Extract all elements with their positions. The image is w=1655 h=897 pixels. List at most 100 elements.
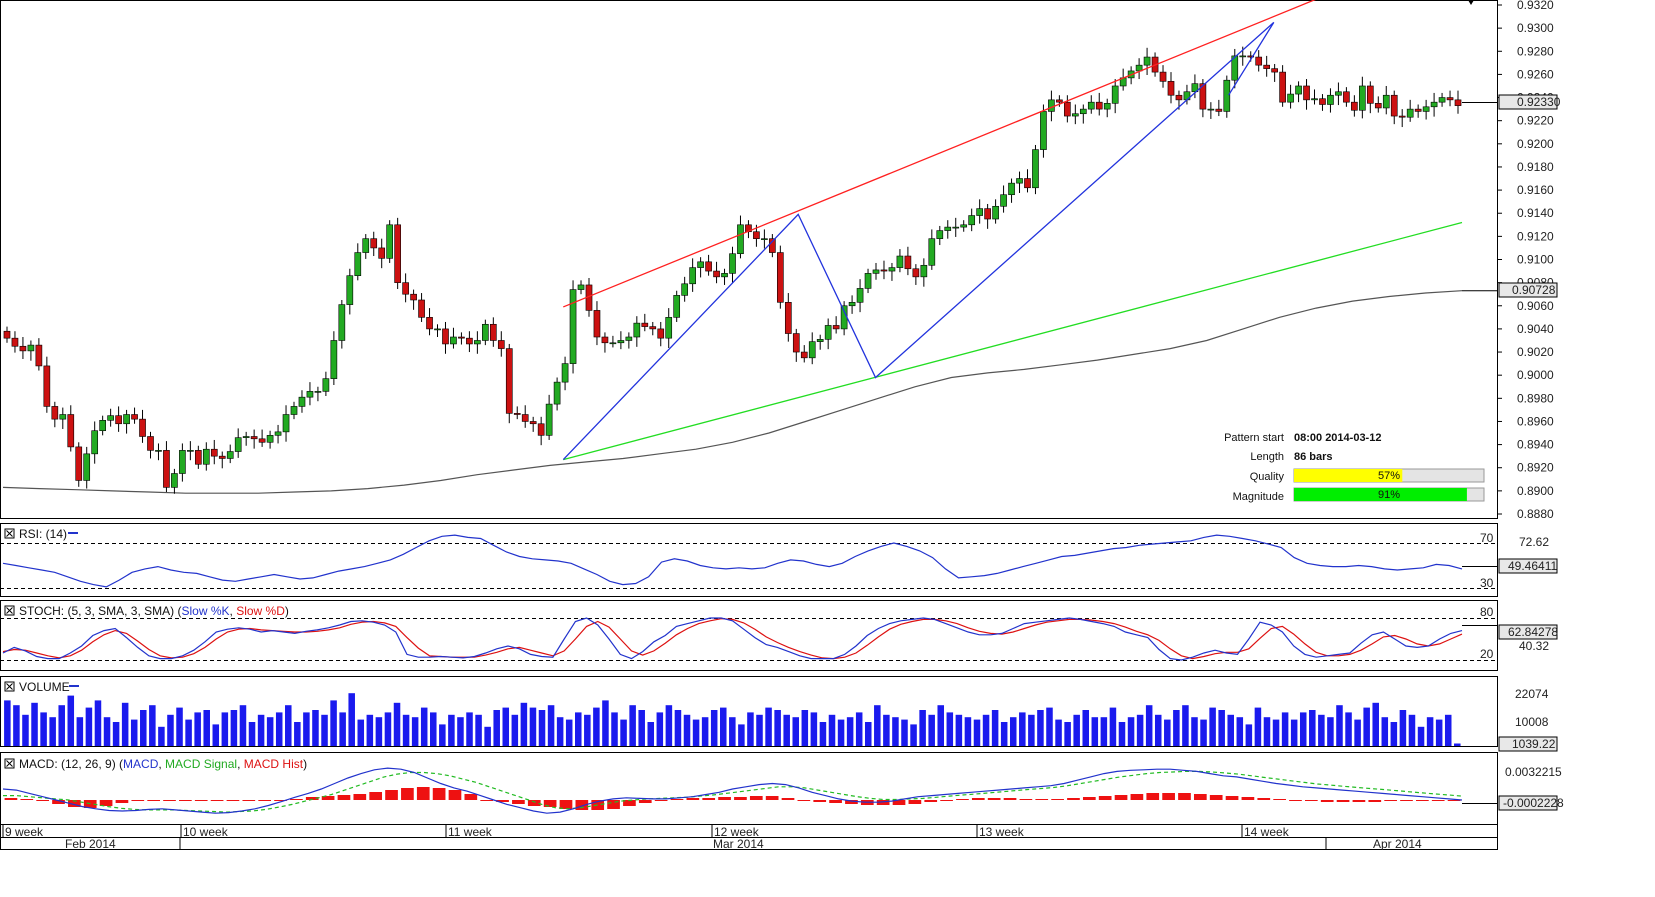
candle bbox=[370, 231, 378, 257]
volume-bar bbox=[430, 712, 437, 746]
candle bbox=[179, 443, 186, 482]
rsi-level-30: 30 bbox=[1480, 576, 1494, 590]
quality-bar-fill bbox=[1294, 469, 1403, 482]
volume-header: VOLUME bbox=[4, 680, 79, 694]
candle bbox=[689, 258, 696, 292]
week-label: 12 week bbox=[714, 825, 760, 839]
candle bbox=[314, 386, 322, 402]
macd-hist-bar bbox=[1431, 800, 1445, 801]
macd-panel bbox=[0, 752, 1498, 825]
candle bbox=[195, 445, 202, 469]
candle bbox=[1143, 47, 1151, 75]
volume-bar bbox=[665, 705, 673, 746]
candle bbox=[83, 446, 91, 489]
price-tick: 0.8980 bbox=[1517, 391, 1554, 405]
magnitude-bar-fill bbox=[1294, 488, 1467, 501]
candle bbox=[1095, 92, 1103, 116]
volume-bar bbox=[1254, 707, 1262, 746]
volume-bar bbox=[901, 719, 908, 746]
volume-bar bbox=[783, 714, 790, 746]
macd-hist-bar bbox=[1082, 797, 1096, 800]
volume-bar bbox=[194, 712, 201, 746]
candle bbox=[721, 268, 728, 285]
volume-bar bbox=[575, 712, 582, 746]
candle bbox=[1454, 90, 1462, 114]
volume-bar bbox=[520, 702, 528, 746]
macd-hist-bar bbox=[829, 800, 842, 803]
volume-bar bbox=[330, 700, 337, 746]
volume-bar bbox=[964, 717, 972, 746]
candle bbox=[1351, 95, 1358, 117]
candle bbox=[1191, 74, 1199, 99]
volume-bar bbox=[937, 705, 945, 746]
month-label: Mar 2014 bbox=[713, 837, 764, 850]
candle bbox=[593, 301, 601, 346]
candle bbox=[928, 229, 936, 270]
candle bbox=[234, 428, 242, 458]
candle bbox=[641, 313, 649, 332]
candle bbox=[1079, 104, 1087, 124]
volume-bar bbox=[629, 705, 636, 746]
candle bbox=[1343, 87, 1350, 107]
candle bbox=[920, 258, 928, 287]
month-label: Apr 2014 bbox=[1373, 837, 1422, 850]
macd-hist-bar bbox=[1352, 800, 1366, 802]
macd-hist-bar bbox=[987, 798, 1001, 800]
macd-hist-bar bbox=[607, 800, 620, 809]
candle bbox=[115, 406, 122, 432]
volume-bar bbox=[928, 714, 935, 746]
collapse-icon[interactable] bbox=[1468, 0, 1474, 5]
candle bbox=[258, 429, 266, 447]
candle bbox=[904, 246, 912, 276]
macd-hist-bar bbox=[1384, 800, 1397, 801]
volume-bar bbox=[1046, 707, 1053, 746]
candle bbox=[800, 345, 808, 363]
macd-hist-bar bbox=[1146, 793, 1160, 800]
volume-bar bbox=[212, 724, 220, 746]
candle bbox=[1032, 144, 1039, 195]
candle bbox=[474, 331, 481, 354]
volume-bar bbox=[4, 700, 11, 746]
macd-hist-bar bbox=[670, 799, 684, 800]
pattern-lines bbox=[562, 0, 1463, 461]
volume-bar bbox=[846, 717, 854, 746]
price-tick: 0.8900 bbox=[1517, 484, 1554, 498]
volume-bar bbox=[439, 724, 446, 746]
candle bbox=[705, 254, 712, 276]
macd-hist-bar bbox=[337, 795, 351, 800]
candle bbox=[1279, 65, 1286, 107]
candle bbox=[561, 356, 569, 391]
volume-bar bbox=[910, 724, 917, 746]
candle bbox=[1422, 99, 1430, 120]
macd-hist-bar bbox=[1162, 793, 1175, 800]
macd-tick: 0.0032215 bbox=[1505, 765, 1562, 779]
macd-hist-bar bbox=[52, 800, 65, 804]
macd-hist-bar bbox=[1400, 800, 1413, 801]
support-line bbox=[563, 221, 1463, 461]
time-axis-labels: 9 week 10 week 11 week 12 week 13 week 14 wee… bbox=[2, 825, 1422, 850]
sma-value: 0.90728 bbox=[1512, 283, 1556, 297]
candle bbox=[617, 331, 625, 350]
volume-bar bbox=[76, 717, 84, 746]
candle bbox=[1327, 88, 1334, 113]
macd-hist-bar bbox=[1257, 798, 1271, 800]
volume-bar bbox=[1064, 722, 1071, 746]
macd-hist-bar bbox=[1304, 800, 1318, 801]
candle bbox=[155, 443, 162, 461]
volume-bar bbox=[810, 712, 818, 746]
macd-hist-bar bbox=[99, 800, 113, 806]
volume-bar bbox=[420, 707, 428, 746]
candle bbox=[545, 394, 553, 440]
volume-label: VOLUME bbox=[19, 680, 70, 694]
volume-bar bbox=[1236, 717, 1244, 746]
volume-bar bbox=[22, 714, 29, 746]
pattern-start-label: Pattern start bbox=[1224, 432, 1284, 444]
volume-bar bbox=[285, 705, 292, 746]
candle bbox=[418, 293, 425, 322]
macd-hist-bar bbox=[321, 796, 335, 800]
volume-bar bbox=[683, 714, 691, 746]
price-tick: 0.8880 bbox=[1517, 507, 1554, 521]
macd-hist-bar bbox=[591, 800, 605, 810]
volume-bar bbox=[13, 705, 20, 746]
macd-hist-bar bbox=[353, 794, 367, 800]
